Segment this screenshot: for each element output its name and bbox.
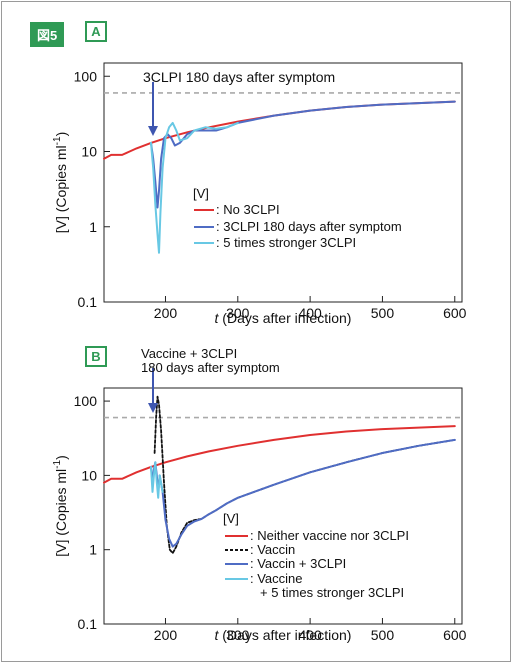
y-tick-label: 100	[74, 393, 98, 409]
legend: [V] : No 3CLPI : 3CLPI 180 days after symp…	[193, 186, 402, 250]
y-tick-label: 1	[89, 219, 97, 235]
x-tick-label: 400	[298, 305, 322, 321]
plot-frame	[103, 387, 463, 625]
annotation-text-line1: Vaccine + 3CLPI	[141, 346, 237, 361]
chart-panel-a: 0.1 1 10 100 200 300 400 500 600 3CLPI 180 days a…	[52, 62, 467, 326]
x-tick-label: 200	[154, 627, 178, 643]
y-tick-label: 100	[74, 68, 98, 84]
annotation-arrow-head	[148, 403, 159, 413]
legend-title: [V]	[223, 511, 239, 526]
panel-b-letter: B	[85, 346, 107, 367]
figure-label-badge: 図5	[30, 22, 65, 47]
plot-frame	[103, 62, 463, 303]
y-tick-label: 10	[81, 144, 97, 160]
y-tick-label: 10	[81, 467, 97, 483]
x-axis-label: t (Days after infection)	[215, 310, 352, 326]
x-tick-label: 500	[371, 305, 395, 321]
chart-panel-b: 0.1 1 10 100 200 300 400 500 600 Vaccine + 3CLPI1…	[52, 346, 467, 643]
x-tick-label: 600	[443, 305, 467, 321]
x-tick-label: 300	[226, 305, 250, 321]
annotation-arrow-head	[148, 126, 159, 136]
annotation-text-line2: 180 days after symptom	[141, 360, 280, 375]
legend-label-2: : Vaccin	[250, 542, 295, 557]
x-tick-label: 300	[226, 627, 250, 643]
annotation-text: 3CLPI 180 days after symptom	[143, 69, 335, 85]
y-axis-label: [V] (Copies ml-1)	[52, 132, 69, 234]
y-axis-label: [V] (Copies ml-1)	[52, 455, 69, 557]
y-tick-label: 1	[89, 542, 97, 558]
series-line-4	[150, 461, 164, 499]
x-tick-label: 500	[371, 627, 395, 643]
legend-label-2: : 3CLPI 180 days after symptom	[216, 219, 402, 234]
legend: [V]: Neither vaccine nor 3CLPI: Vaccin: …	[223, 511, 409, 600]
y-tick-label: 0.1	[78, 616, 98, 632]
series-line-2	[150, 100, 456, 209]
panel-a-letter: A	[85, 21, 107, 42]
series-line-3	[150, 121, 239, 254]
legend-label-3: : Vaccin + 3CLPI	[250, 556, 346, 571]
x-tick-label: 600	[443, 627, 467, 643]
legend-label-1: : No 3CLPI	[216, 202, 280, 217]
legend-label-4: : Vaccine	[250, 571, 303, 586]
legend-label-3: : 5 times stronger 3CLPI	[216, 235, 356, 250]
x-tick-label: 200	[154, 305, 178, 321]
x-tick-label: 400	[298, 627, 322, 643]
series-line-1	[103, 425, 456, 484]
legend-title: [V]	[193, 186, 209, 201]
series-line-1	[103, 100, 456, 160]
legend-label-4-line2: + 5 times stronger 3CLPI	[260, 585, 404, 600]
legend-label-1: : Neither vaccine nor 3CLPI	[250, 528, 409, 543]
x-axis-label: t (Days after infection)	[215, 627, 352, 643]
y-tick-label: 0.1	[78, 294, 98, 310]
